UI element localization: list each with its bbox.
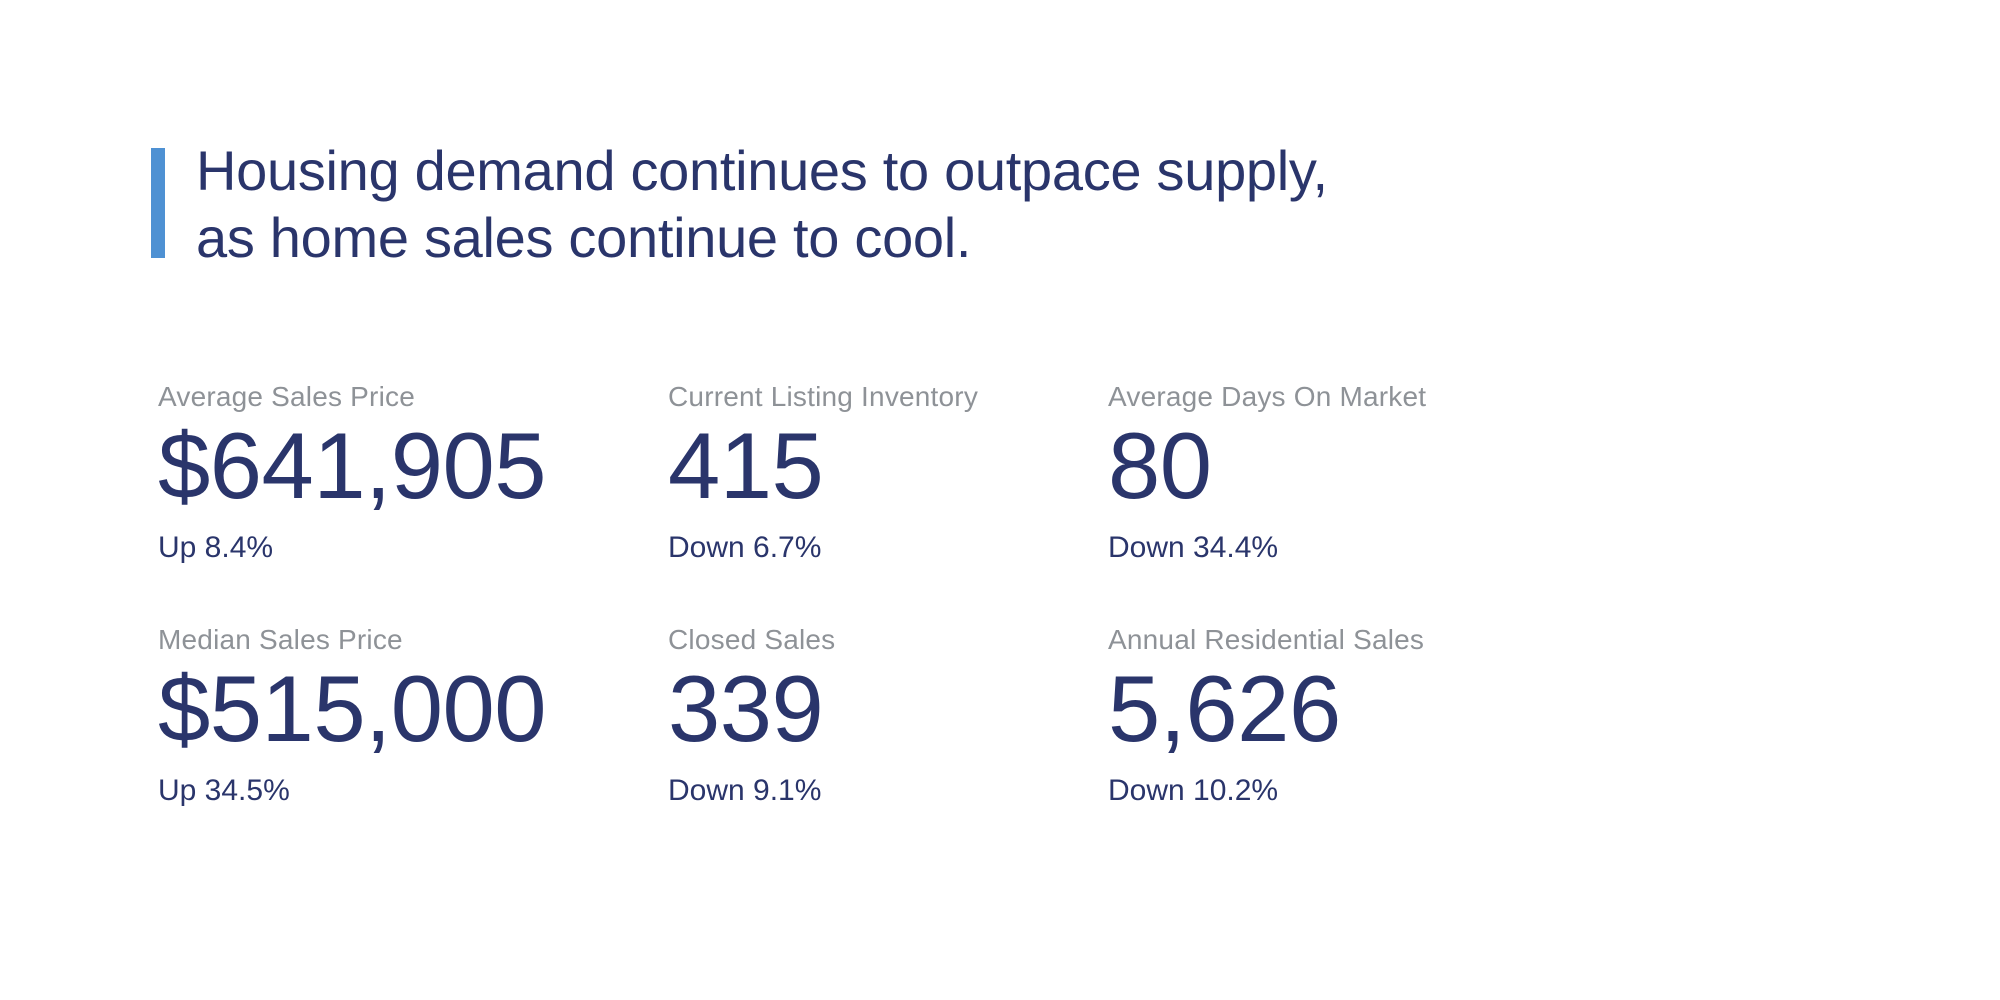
stat-median-sales-price: Median Sales Price $515,000 Up 34.5% (158, 623, 547, 810)
stat-label: Median Sales Price (158, 624, 403, 655)
stat-value: 5,626 (1108, 656, 1341, 761)
stat-value: 80 (1108, 413, 1212, 518)
stat-label: Current Listing Inventory (668, 381, 979, 412)
page-title-line1: Housing demand continues to outpace supp… (196, 139, 1328, 202)
stat-value: $515,000 (158, 656, 547, 761)
stat-label: Average Days On Market (1108, 381, 1427, 412)
page-title: Housing demand continues to outpace supp… (196, 137, 1328, 271)
stat-delta: Down 6.7% (668, 531, 822, 564)
stat-label: Closed Sales (668, 624, 836, 655)
stat-delta: Up 8.4% (158, 531, 274, 564)
stat-label: Average Sales Price (158, 381, 415, 412)
stat-value: 339 (668, 656, 824, 761)
stat-current-listing-inventory: Current Listing Inventory 415 Down 6.7% (668, 380, 978, 567)
stat-delta: Down 9.1% (668, 774, 822, 807)
stat-label: Annual Residential Sales (1108, 624, 1425, 655)
stat-average-days-on-market: Average Days On Market 80 Down 34.4% (1108, 380, 1426, 567)
stat-annual-residential-sales: Annual Residential Sales 5,626 Down 10.2… (1108, 623, 1424, 810)
headline-accent-bar (151, 148, 165, 258)
headline-section: Housing demand continues to outpace supp… (151, 139, 1328, 271)
stat-delta: Down 10.2% (1108, 774, 1279, 807)
page-title-line2: as home sales continue to cool. (196, 206, 972, 269)
stat-value: $641,905 (158, 413, 547, 518)
stat-delta: Up 34.5% (158, 774, 290, 807)
stat-value: 415 (668, 413, 824, 518)
stats-grid: Average Sales Price $641,905 Up 8.4% Cur… (158, 380, 1588, 810)
stat-closed-sales: Closed Sales 339 Down 9.1% (668, 623, 835, 810)
stat-average-sales-price: Average Sales Price $641,905 Up 8.4% (158, 380, 547, 567)
stat-delta: Down 34.4% (1108, 531, 1279, 564)
